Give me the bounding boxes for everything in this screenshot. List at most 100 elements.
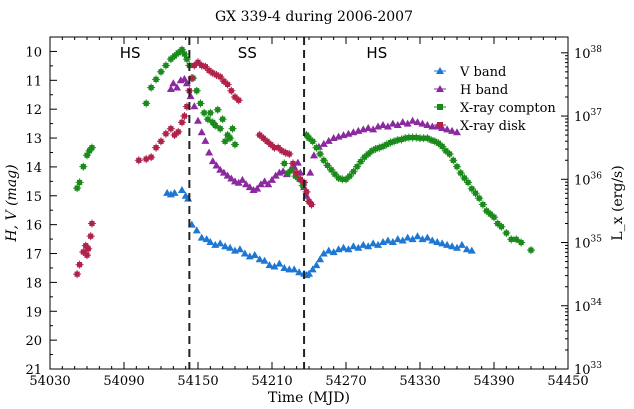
x-ray-compton-point [194, 88, 200, 94]
y-tick-label: 16 [25, 219, 42, 234]
v-band-point [192, 226, 201, 234]
x-ray-disk-point [84, 252, 90, 258]
x-ray-compton-point [454, 164, 460, 170]
chart-title: GX 339-4 during 2006-2007 [215, 9, 413, 25]
x-ray-compton-point [387, 140, 393, 146]
x-ray-compton-point [175, 50, 181, 56]
x-ray-disk-point [232, 94, 238, 100]
x-ray-compton-point [80, 164, 86, 170]
h-band-point [403, 119, 412, 127]
x-ray-disk-point [80, 249, 86, 255]
x-ray-disk-point [290, 160, 296, 167]
x-ray-compton-point [398, 136, 405, 143]
h-band-point [418, 119, 427, 127]
x-ray-compton-point [484, 208, 490, 214]
x-ray-disk-point [221, 78, 227, 84]
y-tick-label: 18 [25, 276, 42, 291]
x-ray-disk-point [303, 189, 310, 195]
x-ray-compton-point [361, 154, 368, 160]
x-ray-compton-point [498, 224, 504, 230]
h-band-point [408, 116, 417, 124]
h-band-point [169, 79, 178, 87]
legend-label-x-ray-compton: X-ray compton [460, 101, 556, 116]
x-ray-disk-point [210, 70, 216, 76]
x-ray-disk-point [153, 145, 159, 151]
x-ray-compton-point [343, 176, 349, 182]
x-tick-label: 54270 [325, 374, 366, 389]
v-band-point [206, 237, 215, 245]
x-ray-compton-point [210, 119, 216, 125]
x-ray-compton-point [153, 76, 159, 82]
v-band-point [349, 242, 358, 250]
x-ray-compton-point [384, 141, 390, 148]
h-band-point [173, 83, 182, 91]
x-ray-disk-point [175, 129, 181, 135]
x-ray-disk-point [85, 246, 91, 252]
x-ray-compton-point [439, 143, 445, 150]
x-ray-compton-point [163, 62, 169, 69]
x-ray-compton-point [472, 190, 479, 196]
x-ray-compton-point [220, 116, 226, 122]
x-ray-disk-point [189, 75, 195, 81]
x-ray-compton-point [181, 51, 188, 57]
y-right-tick-label: 1035 [574, 235, 602, 252]
x-ray-compton-point [227, 135, 233, 141]
x-ray-disk-point [213, 72, 220, 78]
y-tick-label: 21 [25, 363, 42, 378]
v-band-point [265, 261, 274, 269]
x-ray-disk-point [206, 67, 212, 74]
x-ray-compton-point [313, 145, 319, 151]
x-ray-compton-point [491, 214, 497, 220]
h-band-point [182, 79, 191, 87]
x-ray-disk-point [179, 119, 185, 125]
v-band-point [443, 240, 452, 248]
v-band-point [290, 265, 299, 273]
v-band-point [428, 236, 437, 244]
h-band-point [369, 125, 378, 133]
v-band-point [221, 242, 230, 250]
x-ray-compton-point [465, 179, 471, 186]
x-ray-compton-point [424, 135, 430, 141]
legend: V band H band X-ray compton X-ray disk [434, 65, 556, 134]
h-band-point [245, 183, 254, 191]
x-ray-disk-point [282, 150, 289, 156]
x-ray-compton-point [450, 157, 456, 163]
v-band-point [448, 242, 457, 250]
v-band-point [462, 245, 471, 253]
v-band-point [398, 236, 407, 244]
x-ray-compton-point [171, 53, 178, 59]
y-right-tick-label: 1033 [574, 361, 602, 378]
h-band-point [453, 128, 461, 136]
x-ray-disk-point [184, 103, 190, 110]
x-ray-compton-point [289, 167, 295, 173]
legend-item-h-band: H band [434, 83, 508, 98]
v-band-point [388, 237, 397, 245]
x-ray-compton-point [369, 148, 375, 154]
x-ray-disk-point [286, 151, 292, 157]
x-ray-compton-point [201, 110, 207, 116]
x-ray-disk-point [199, 62, 205, 69]
x-ray-disk-point [148, 154, 154, 160]
h-band-point [212, 161, 221, 169]
y-tick-label: 13 [25, 132, 42, 147]
x-ray-disk-point [83, 243, 89, 249]
v-band-point [202, 235, 211, 243]
v-band-point [250, 250, 259, 258]
x-ray-compton-point [513, 236, 519, 242]
v-band-point [438, 239, 447, 247]
x-tick-label: 54090 [103, 374, 144, 389]
x-ray-compton-point [148, 84, 154, 91]
x-tick-label: 54210 [251, 374, 292, 389]
x-ray-compton-point [300, 183, 306, 189]
v-band-point [354, 243, 363, 251]
x-axis-title: Time (MJD) [268, 390, 350, 406]
x-ray-compton-point [395, 137, 401, 143]
x-ray-disk-point [77, 262, 83, 268]
x-ray-compton-point [225, 132, 231, 138]
y-tick-label: 15 [25, 190, 42, 205]
h-band-point [219, 168, 228, 176]
x-ray-compton-point [376, 145, 382, 151]
x-ray-disk-point [89, 220, 95, 227]
x-ray-disk-point [163, 131, 169, 137]
x-ray-disk-point [308, 201, 315, 208]
